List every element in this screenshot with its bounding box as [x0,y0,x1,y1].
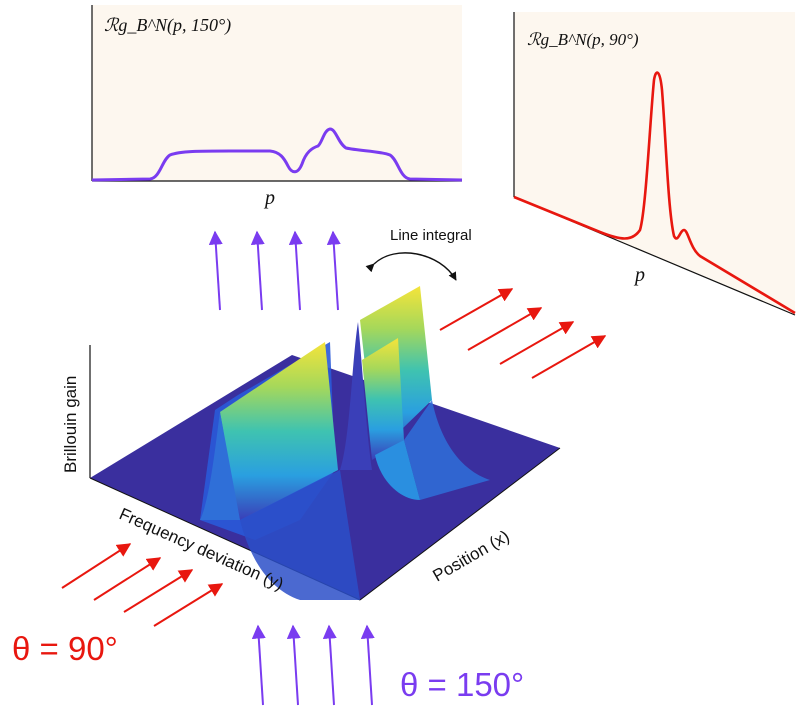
p-axis-label: p [263,187,275,209]
arrow-icon [286,624,301,706]
purple-arrows-bottom [251,624,375,706]
arrow-icon [123,569,194,613]
arrow-icon [439,288,514,331]
arrow-icon [499,321,575,365]
arrow-icon [153,583,224,627]
top-left-panel: ℛg_B^N(p, 150°) p [91,5,463,209]
theta-150-label: θ = 150° [400,666,524,703]
arrow-icon [208,230,223,311]
panel-background [514,12,795,315]
arrow-icon [93,557,162,601]
arrow-icon [531,335,607,379]
line-integral-label: Line integral [390,227,472,244]
ridge-left [220,342,338,520]
arrow-icon [326,230,341,311]
p-axis-label: p [633,264,645,286]
arrow-icon [61,543,132,589]
z-axis-label: Brillouin gain [61,376,80,473]
profile-curve [91,127,463,182]
red-arrows-left [61,543,224,627]
top-right-panel: ℛg_B^N(p, 90°) p [513,12,796,316]
arrow-icon [360,624,375,706]
x-axis-edge [359,447,561,601]
ridge-left-foot [240,470,360,600]
purple-arrows-top [208,230,341,311]
curved-double-arrow-icon [365,252,457,281]
arrow-icon [288,230,303,311]
theta-90-label: θ = 90° [12,630,118,667]
arrow-icon [250,230,265,311]
red-arrows-right [439,288,607,379]
center-spike [340,322,372,470]
ridge-right-foot [375,440,420,500]
panel-title: ℛg_B^N(p, 150°) [104,15,231,36]
arrow-icon [467,307,543,351]
arrow-icon [251,624,266,706]
arrow-icon [322,624,337,706]
brillouin-gain-surface: Brillouin gain Frequency deviation (y) P… [61,286,561,601]
profile-curve [513,71,796,315]
ridge-left-slope [200,412,240,520]
ridge-right-inner [362,338,404,460]
ridge-right-slope [404,400,490,500]
panel-title: ℛg_B^N(p, 90°) [527,30,639,49]
